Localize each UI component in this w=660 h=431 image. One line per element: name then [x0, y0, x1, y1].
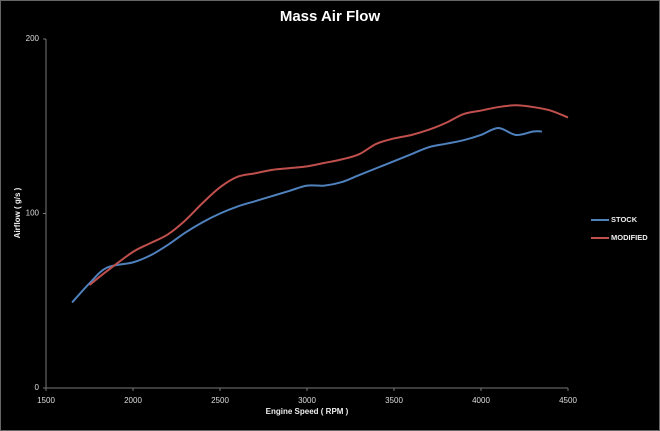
- x-tick-label: 2500: [211, 396, 229, 405]
- line: [88, 104, 569, 286]
- y-tick-label: 200: [26, 34, 40, 43]
- legend-label: STOCK: [611, 215, 638, 224]
- y-axis-title: Airflow ( g/s ): [13, 187, 22, 238]
- x-tick-label: 3500: [385, 396, 403, 405]
- x-tick-label: 1500: [37, 396, 55, 405]
- y-tick-label: 100: [26, 209, 40, 218]
- chart-title: Mass Air Flow: [280, 8, 381, 25]
- x-tick-label: 4500: [559, 396, 577, 405]
- legend-label: MODIFIED: [611, 233, 648, 242]
- x-tick-label: 4000: [472, 396, 490, 405]
- x-tick-label: 3000: [298, 396, 316, 405]
- x-tick-label: 2000: [124, 396, 142, 405]
- x-axis-title: Engine Speed ( RPM ): [266, 407, 349, 416]
- line: [71, 126, 542, 304]
- y-tick-label: 0: [35, 383, 40, 392]
